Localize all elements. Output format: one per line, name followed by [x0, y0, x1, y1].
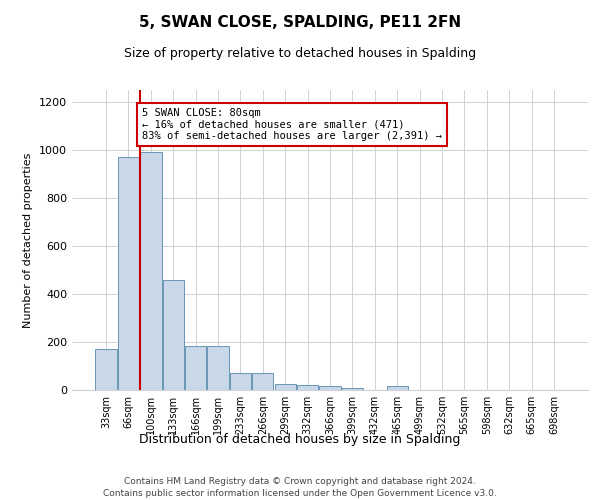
Bar [230, 373, 251, 390]
Bar [185, 346, 206, 390]
Y-axis label: Number of detached properties: Number of detached properties [23, 152, 34, 328]
Bar [95, 349, 117, 390]
Bar [342, 388, 363, 390]
Bar [118, 157, 139, 390]
Text: Contains HM Land Registry data © Crown copyright and database right 2024.: Contains HM Land Registry data © Crown c… [124, 478, 476, 486]
Bar [208, 346, 229, 390]
Text: Distribution of detached houses by size in Spalding: Distribution of detached houses by size … [139, 432, 461, 446]
Text: Contains public sector information licensed under the Open Government Licence v3: Contains public sector information licen… [103, 489, 497, 498]
Text: Size of property relative to detached houses in Spalding: Size of property relative to detached ho… [124, 48, 476, 60]
Bar [252, 373, 274, 390]
Text: 5, SWAN CLOSE, SPALDING, PE11 2FN: 5, SWAN CLOSE, SPALDING, PE11 2FN [139, 15, 461, 30]
Text: 5 SWAN CLOSE: 80sqm
← 16% of detached houses are smaller (471)
83% of semi-detac: 5 SWAN CLOSE: 80sqm ← 16% of detached ho… [142, 108, 442, 141]
Bar [140, 152, 161, 390]
Bar [297, 384, 318, 390]
Bar [275, 384, 296, 390]
Bar [319, 386, 341, 390]
Bar [163, 280, 184, 390]
Bar [386, 386, 408, 390]
